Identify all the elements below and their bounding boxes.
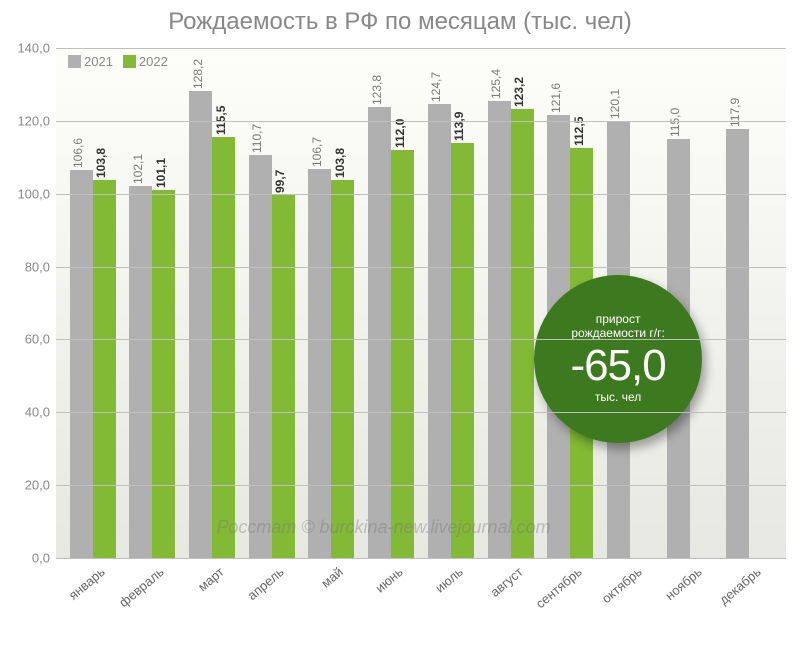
bar-group: 110,799,7апрель xyxy=(249,48,295,558)
bar-group: 125,4123,2август xyxy=(488,48,534,558)
x-tick-label: июнь xyxy=(369,560,406,596)
plot-area: 20212022 106,6103,8январь102,1101,1февра… xyxy=(56,48,786,558)
bar-2022 xyxy=(212,137,235,558)
bar-group: 106,6103,8январь xyxy=(70,48,116,558)
bar-value-label: 128,2 xyxy=(191,59,205,89)
bar-value-label: 110,7 xyxy=(250,124,264,153)
gridline xyxy=(56,121,786,122)
bar-2021 xyxy=(129,186,152,558)
bar-value-label: 115,0 xyxy=(668,108,682,137)
y-tick-label: 60,0 xyxy=(6,332,50,347)
gridline xyxy=(56,194,786,195)
bar-2022 xyxy=(93,180,116,558)
y-tick-label: 0,0 xyxy=(6,551,50,566)
bar-group: 124,7113,9июль xyxy=(428,48,474,558)
bar-2021 xyxy=(249,155,272,558)
callout-bubble: прирост рождаемости г/г: -65,0 тыс. чел xyxy=(534,275,702,443)
bar-2021 xyxy=(308,169,331,558)
bar-value-label: 123,2 xyxy=(512,77,526,107)
bar-2022 xyxy=(152,190,175,558)
gridline xyxy=(56,267,786,268)
gridline xyxy=(56,48,786,49)
x-tick-label: июль xyxy=(428,560,465,596)
y-tick-label: 140,0 xyxy=(6,41,50,56)
bar-2021 xyxy=(428,104,451,558)
x-tick-label: апрель xyxy=(240,560,286,604)
bar-value-label: 112,0 xyxy=(393,119,407,148)
y-tick-label: 100,0 xyxy=(6,186,50,201)
chart-container: Рождаемость в РФ по месяцам (тыс. чел) 2… xyxy=(0,0,800,645)
bubble-line3: тыс. чел xyxy=(595,391,641,405)
bar-group: 123,8112,0июнь xyxy=(368,48,414,558)
bar-2022 xyxy=(391,150,414,558)
bar-group: 102,1101,1февраль xyxy=(129,48,175,558)
bar-value-label: 106,6 xyxy=(71,138,85,168)
bar-group: 128,2115,5март xyxy=(189,48,235,558)
x-tick-label: май xyxy=(315,560,346,591)
bar-2021 xyxy=(488,101,511,558)
bar-value-label: 99,7 xyxy=(273,169,287,192)
bar-2021 xyxy=(189,91,212,558)
bar-value-label: 106,7 xyxy=(310,137,324,167)
bar-value-label: 123,8 xyxy=(370,75,384,105)
bar-2021 xyxy=(368,107,391,558)
bar-group: 106,7103,8май xyxy=(308,48,354,558)
x-tick-label: сентябрь xyxy=(529,560,585,612)
y-tick-label: 80,0 xyxy=(6,259,50,274)
bar-2022 xyxy=(331,180,354,558)
chart-title: Рождаемость в РФ по месяцам (тыс. чел) xyxy=(0,0,800,36)
y-tick-label: 20,0 xyxy=(6,478,50,493)
bar-value-label: 117,9 xyxy=(728,97,742,126)
bubble-value: -65,0 xyxy=(570,341,665,392)
gridline xyxy=(56,485,786,486)
bar-value-label: 121,6 xyxy=(549,83,563,113)
y-tick-label: 120,0 xyxy=(6,113,50,128)
x-tick-label: декабрь xyxy=(713,560,764,608)
bar-2022 xyxy=(451,143,474,558)
bar-value-label: 120,1 xyxy=(608,88,622,118)
bar-2021 xyxy=(70,170,93,558)
bar-value-label: 103,8 xyxy=(94,148,108,178)
bar-value-label: 103,8 xyxy=(333,148,347,178)
bar-value-label: 125,4 xyxy=(489,69,503,99)
bar-2022 xyxy=(511,109,534,558)
bar-group: 117,9декабрь xyxy=(726,48,772,558)
x-tick-label: ноябрь xyxy=(658,560,704,604)
bubble-line1: прирост xyxy=(596,313,641,327)
bar-value-label: 102,1 xyxy=(131,154,145,184)
x-tick-label: март xyxy=(191,560,227,595)
gridline xyxy=(56,558,786,559)
gridline xyxy=(56,339,786,340)
bar-value-label: 101,1 xyxy=(154,158,168,188)
bar-value-label: 113,9 xyxy=(452,112,466,141)
bar-value-label: 124,7 xyxy=(429,72,443,102)
x-tick-label: октябрь xyxy=(595,560,645,607)
y-tick-label: 40,0 xyxy=(6,405,50,420)
x-tick-label: февраль xyxy=(113,560,168,611)
gridline xyxy=(56,412,786,413)
bar-2022 xyxy=(272,195,295,558)
x-tick-label: январь xyxy=(62,560,108,603)
x-tick-label: август xyxy=(483,560,525,600)
